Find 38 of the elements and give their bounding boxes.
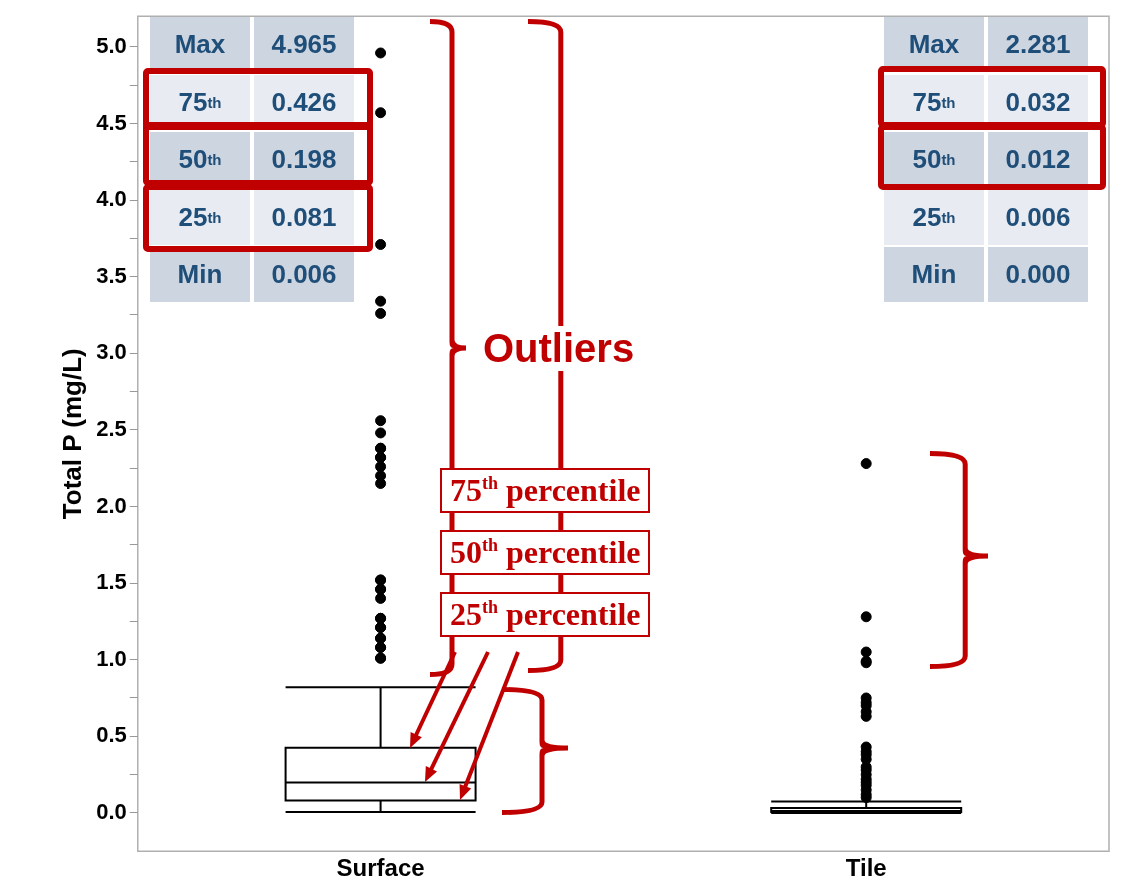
annotation: Min bbox=[150, 247, 250, 302]
y-tick-label: 4.5 bbox=[96, 109, 127, 135]
annotation: 0.012 bbox=[988, 132, 1088, 187]
annotation: 0.198 bbox=[254, 132, 354, 187]
annotation: 25$^{th}$ bbox=[150, 189, 250, 245]
annotation: 0.081 bbox=[254, 189, 354, 245]
y-tick-label: 2.5 bbox=[96, 415, 127, 441]
annotation: Outliers bbox=[483, 326, 635, 371]
annotation: 0.032 bbox=[988, 74, 1088, 130]
y-tick-label: 3.5 bbox=[96, 262, 127, 288]
y-tick-label: 0.5 bbox=[96, 722, 127, 748]
y-tick-label: 4.0 bbox=[96, 186, 127, 212]
y-tick-label: 3.0 bbox=[96, 339, 127, 365]
annotation: Max bbox=[884, 17, 984, 72]
annotation: 0.006 bbox=[988, 189, 1088, 245]
y-tick-label: 2.0 bbox=[96, 492, 127, 518]
x-tick-label: Tile bbox=[845, 854, 887, 882]
annotation: 0.000 bbox=[988, 247, 1088, 302]
annotation: 75$^{th}$ percentile bbox=[440, 468, 651, 513]
y-tick-label: 5.0 bbox=[96, 32, 127, 58]
annotation: 50$^{th}$ bbox=[884, 132, 984, 187]
annotation: 4.965 bbox=[254, 17, 354, 72]
annotation: 75$^{th}$ bbox=[884, 74, 984, 130]
annotation: 2.281 bbox=[988, 17, 1088, 72]
annotation: 50$^{th}$ bbox=[150, 132, 250, 187]
x-tick-label: Surface bbox=[336, 854, 425, 882]
annotation: 25$^{th}$ bbox=[884, 189, 984, 245]
annotation: 0.426 bbox=[254, 74, 354, 130]
annotation: 25$^{th}$ percentile bbox=[440, 592, 651, 637]
y-axis-title: Total P (mg/L) bbox=[56, 348, 87, 520]
annotation: 50$^{th}$ percentile bbox=[440, 530, 651, 575]
annotation: Min bbox=[884, 247, 984, 302]
annotation: 75$^{th}$ bbox=[150, 74, 250, 130]
y-tick-label: 1.0 bbox=[96, 645, 127, 671]
annotation: 0.006 bbox=[254, 247, 354, 302]
y-tick-label: 1.5 bbox=[96, 569, 127, 595]
annotation: Max bbox=[150, 17, 250, 72]
y-tick-label: 0.0 bbox=[96, 798, 127, 824]
